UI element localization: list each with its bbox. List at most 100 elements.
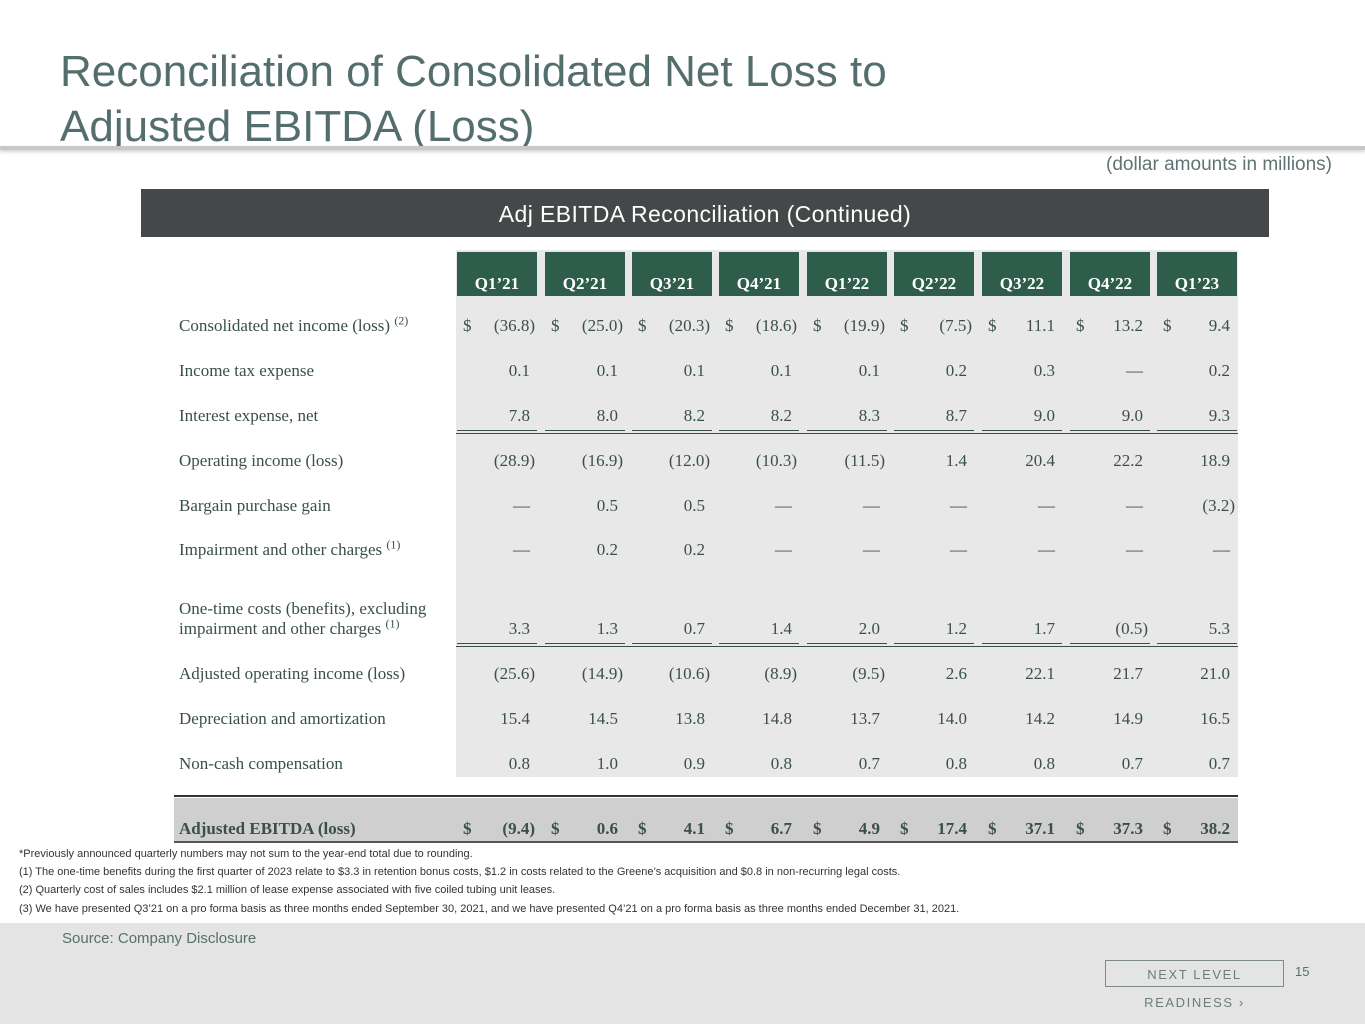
table-cell: 0.3: [1033, 361, 1055, 380]
footnote: (3) We have presented Q3’21 on a pro for…: [19, 902, 960, 915]
row-label-note: (1): [386, 537, 401, 552]
subtotal-underline: [632, 430, 712, 431]
table-cell: 1.7: [1033, 619, 1055, 638]
table-cell: 0.1: [683, 361, 705, 380]
subtotal-underline: [982, 643, 1062, 644]
footnote: *Previously announced quarterly numbers …: [19, 848, 473, 860]
subtotal-underline: [1070, 430, 1150, 431]
table-cell: 16.5: [1200, 709, 1230, 728]
table-cell: 14.2: [1025, 709, 1055, 728]
row-label: Income tax expense: [179, 361, 314, 381]
column-header: Q1’22: [807, 252, 887, 296]
subtotal-underline: [457, 643, 537, 644]
table-cell: —: [950, 540, 967, 559]
row-label: Bargain purchase gain: [179, 496, 331, 516]
table-cell: 0.9: [683, 754, 705, 773]
reconciliation-table: Q1’21 Q2’21 Q3’21 Q4’21 Q1’22 Q2’22 Q3’22 Q4’22…: [172, 250, 1240, 844]
currency-symbol: $: [1076, 819, 1085, 838]
subtotal-underline: [1157, 430, 1237, 431]
table-cell: 3.3: [508, 619, 530, 638]
table-cell: 37.3: [1113, 819, 1143, 838]
table-cell: 17.4: [937, 819, 967, 838]
currency-symbol: $: [463, 316, 472, 335]
row-label: Consolidated net income (loss) (2): [179, 313, 409, 336]
table-cell: (7.5): [939, 316, 972, 335]
row-label-text: Consolidated net income (loss): [179, 316, 391, 335]
table-cell: —: [1213, 540, 1230, 559]
table-cell: 11.1: [1025, 316, 1055, 335]
table-cell: —: [513, 496, 530, 515]
adjusted-ebitda-band: [174, 798, 1238, 842]
row-label: Non-cash compensation: [179, 754, 343, 774]
subtotal-underline: [545, 430, 625, 431]
title-line-2: Adjusted EBITDA (Loss): [60, 102, 535, 151]
table-cell: (8.9): [764, 664, 797, 683]
units-note: (dollar amounts in millions): [1106, 154, 1332, 175]
row-label-text: impairment and other charges: [179, 619, 382, 638]
table-cell: —: [775, 496, 792, 515]
page-title: Reconciliation of Consolidated Net Loss …: [60, 44, 887, 154]
table-cell: (10.6): [668, 664, 710, 683]
table-cell: 9.0: [1121, 406, 1143, 425]
currency-symbol: $: [1076, 316, 1085, 335]
table-cell: 5.3: [1208, 619, 1230, 638]
table-cell: (16.9): [581, 451, 623, 470]
row-label-note: (2): [394, 313, 409, 328]
column-header: Q4’22: [1070, 252, 1150, 296]
column-header: Q2’22: [894, 252, 974, 296]
row-label-text: Income tax expense: [179, 361, 314, 380]
table-cell: 13.2: [1113, 316, 1143, 335]
currency-symbol: $: [900, 819, 909, 838]
table-cell: 22.1: [1025, 664, 1055, 683]
table-cell: 8.0: [596, 406, 618, 425]
table-cell: 9.4: [1208, 316, 1230, 335]
table-cell: 0.1: [508, 361, 530, 380]
table-cell: 0.1: [858, 361, 880, 380]
table-cell: —: [1038, 540, 1055, 559]
table-cell: —: [863, 496, 880, 515]
currency-symbol: $: [725, 819, 734, 838]
row-label: Interest expense, net: [179, 406, 318, 426]
column-header: Q4’21: [719, 252, 799, 296]
table-cell: (3.2): [1202, 496, 1235, 515]
table-cell: (12.0): [668, 451, 710, 470]
subtotal-underline: [1157, 643, 1237, 644]
currency-symbol: $: [900, 316, 909, 335]
table-cell: 0.7: [1121, 754, 1143, 773]
column-header: Q1’23: [1157, 252, 1237, 296]
row-label-text: Adjusted operating income (loss): [179, 664, 406, 683]
footnote: (2) Quarterly cost of sales includes $2.…: [19, 884, 556, 897]
row-label: Adjusted EBITDA (loss): [179, 819, 356, 839]
table-cell: 6.7: [770, 819, 792, 838]
table-cell: —: [1126, 361, 1143, 380]
table-cell: (10.3): [755, 451, 797, 470]
table-cell: (9.5): [852, 664, 885, 683]
row-label: Depreciation and amortization: [179, 709, 386, 729]
table-cell: (14.9): [581, 664, 623, 683]
brand-tagline: NEXT LEVEL READINESS ›: [1105, 960, 1284, 1010]
row-label-line1: One-time costs (benefits), excluding: [179, 599, 427, 618]
subtotal-underline: [632, 643, 712, 644]
table-cell: —: [950, 496, 967, 515]
adjusted-ebitda-bottom-rule: [174, 841, 1238, 843]
page-number: 15: [1295, 964, 1310, 979]
table-cell: 15.4: [500, 709, 530, 728]
table-cell: 0.7: [1208, 754, 1230, 773]
table-cell: —: [513, 540, 530, 559]
row-label-text: Bargain purchase gain: [179, 496, 331, 515]
title-line-1: Reconciliation of Consolidated Net Loss …: [60, 47, 887, 96]
currency-symbol: $: [463, 819, 472, 838]
table-cell: 4.1: [683, 819, 705, 838]
subtotal-underline: [719, 643, 799, 644]
table-cell: (11.5): [844, 451, 885, 470]
table-cell: (0.5): [1115, 619, 1148, 638]
table-cell: 8.3: [858, 406, 880, 425]
table-cell: 2.0: [858, 619, 880, 638]
currency-symbol: $: [1163, 316, 1172, 335]
table-cell: 0.1: [596, 361, 618, 380]
table-banner: Adj EBITDA Reconciliation (Continued): [141, 189, 1269, 237]
table-cell: 1.4: [770, 619, 792, 638]
table-cell: 20.4: [1025, 451, 1055, 470]
subtotal-underline: [807, 643, 887, 644]
table-shaded-area: [456, 250, 1238, 777]
